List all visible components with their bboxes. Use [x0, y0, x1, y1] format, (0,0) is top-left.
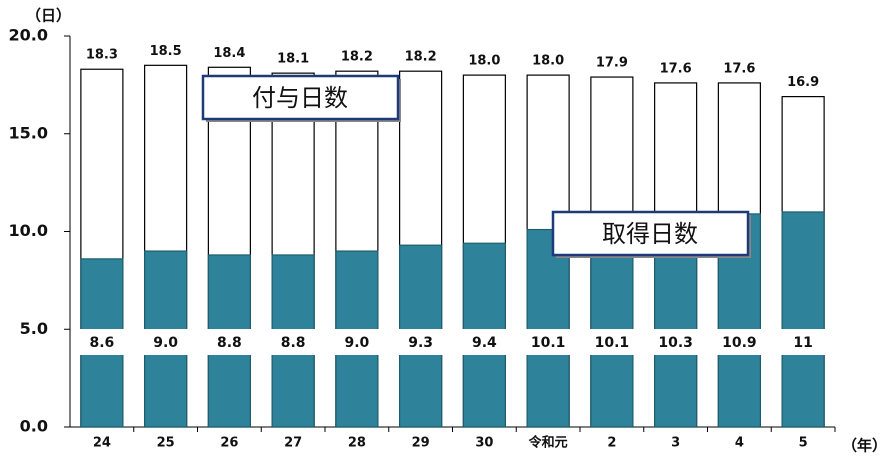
value-label: 11: [793, 335, 812, 351]
y-tick-label: 5.0: [20, 319, 48, 338]
value-label-box: [653, 329, 698, 355]
y-tick-label: 15.0: [9, 123, 48, 142]
x-tick-label: 5: [799, 436, 808, 451]
value-label: 8.8: [217, 335, 242, 351]
x-tick-label: 27: [284, 436, 302, 451]
value-label: 9.0: [153, 335, 178, 351]
value-label: 18.2: [341, 50, 373, 65]
value-label: 9.3: [408, 335, 433, 351]
value-label: 18.4: [213, 46, 245, 61]
y-tick-label: 20.0: [9, 26, 48, 45]
value-label: 16.9: [787, 75, 819, 90]
y-tick-label: 0.0: [20, 417, 48, 436]
value-label-box: [207, 329, 252, 355]
value-label: 17.6: [723, 61, 755, 76]
value-label-box: [79, 329, 124, 355]
value-label: 9.0: [344, 335, 369, 351]
value-label: 18.2: [405, 50, 437, 65]
bar: [654, 225, 698, 428]
x-tick-label: 25: [157, 436, 175, 451]
value-label-box: [398, 329, 443, 355]
x-tick-label: 令和元: [529, 435, 568, 451]
value-label: 18.0: [532, 54, 564, 69]
value-label: 10.1: [595, 335, 630, 351]
value-label-box: [143, 329, 188, 355]
value-label-box: [462, 329, 507, 355]
x-tick-label: 2: [607, 436, 616, 451]
legend-label: 付与日数: [252, 84, 348, 112]
value-label: 18.3: [86, 48, 118, 63]
x-tick-label: 24: [93, 436, 111, 451]
value-label: 8.8: [281, 335, 306, 351]
bar: [781, 211, 825, 428]
value-label: 18.0: [468, 54, 500, 69]
value-label-box: [717, 329, 762, 355]
x-tick-label: 29: [412, 436, 430, 451]
legend-label: 取得日数: [602, 220, 698, 248]
value-label: 10.3: [658, 335, 693, 351]
value-label: 10.9: [722, 335, 757, 351]
value-label-box: [589, 329, 634, 355]
x-tick-label: 30: [475, 436, 493, 451]
value-label-box: [334, 329, 379, 355]
x-tick-label: 26: [220, 436, 238, 451]
x-unit-label: （年）: [842, 437, 884, 455]
x-tick-label: 28: [348, 436, 366, 451]
value-label-box: [526, 329, 571, 355]
value-label-box: [781, 329, 826, 355]
bar: [590, 228, 634, 428]
value-label: 18.5: [150, 44, 182, 59]
y-unit-label: （日）: [26, 7, 71, 25]
value-label: 17.9: [596, 56, 628, 71]
value-label: 17.6: [660, 61, 692, 76]
y-tick-label: 10.0: [9, 221, 48, 240]
x-tick-label: 3: [671, 436, 680, 451]
legend-box: [201, 74, 400, 121]
bar: [526, 228, 570, 428]
value-label-box: [271, 329, 316, 355]
legend-box: [551, 210, 750, 257]
value-label: 10.1: [531, 335, 566, 351]
value-label: 9.4: [472, 335, 497, 351]
value-label: 8.6: [89, 335, 114, 351]
x-tick-label: 4: [735, 436, 744, 451]
value-label: 18.1: [277, 52, 309, 67]
